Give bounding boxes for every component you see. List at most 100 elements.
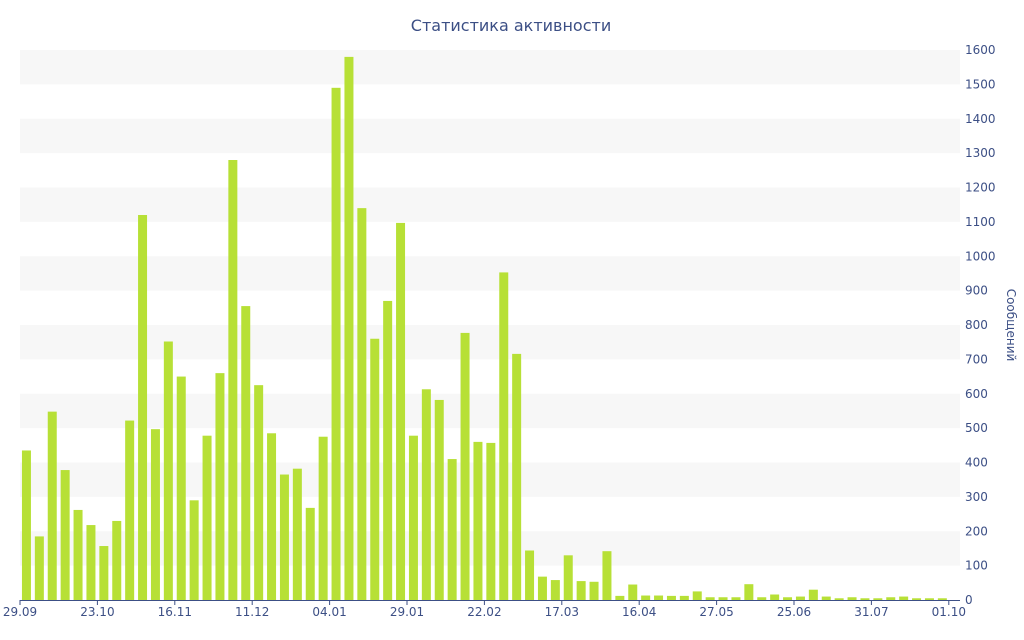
bar[interactable] [202,435,212,600]
y-tick-label: 700 [965,352,988,366]
chart-title: Статистика активности [411,16,611,35]
bar[interactable] [150,429,160,600]
bar[interactable] [331,87,341,600]
bar[interactable] [99,546,109,600]
grid-band [20,325,960,360]
bar[interactable] [563,555,573,600]
bar[interactable] [434,399,444,600]
bar[interactable] [628,584,638,600]
bar[interactable] [770,594,780,601]
bar[interactable] [873,598,883,600]
bar[interactable] [163,341,173,601]
y-tick-label: 300 [965,490,988,504]
bar[interactable] [189,500,199,600]
bar[interactable] [21,450,31,600]
bar[interactable] [744,584,754,600]
bar[interactable] [576,581,586,600]
bar[interactable] [834,598,844,600]
bar[interactable] [447,459,457,600]
bar[interactable] [34,536,44,600]
bar[interactable] [912,598,922,600]
bar[interactable] [821,596,831,600]
bar[interactable] [705,597,715,600]
bar[interactable] [292,468,302,600]
bar[interactable] [357,208,367,601]
bar[interactable] [60,470,70,600]
x-tick-label: 25.06 [777,605,811,619]
bar[interactable] [679,595,689,601]
bar[interactable] [176,376,186,600]
y-tick-label: 1600 [965,43,996,57]
x-tick-label: 29.09 [3,605,37,619]
bar[interactable] [73,509,83,600]
x-tick-label: 16.11 [158,605,192,619]
y-tick-label: 1300 [965,146,996,160]
bar[interactable] [886,597,896,600]
bar[interactable] [783,597,793,600]
grid-band [20,118,960,154]
bar[interactable] [344,56,354,601]
bar[interactable] [615,595,625,601]
bar[interactable] [731,597,741,600]
bar[interactable] [512,353,522,601]
bar[interactable] [228,160,238,600]
y-tick-label: 800 [965,318,988,332]
bar[interactable] [499,272,509,600]
x-tick-label: 04.01 [312,605,346,619]
bar[interactable] [654,595,664,600]
bar[interactable] [924,598,934,600]
bar[interactable] [279,474,289,600]
bar[interactable] [86,525,96,600]
bar[interactable] [692,591,702,600]
x-tick-label: 16.04 [622,605,656,619]
y-tick-label: 1000 [965,249,996,263]
bar[interactable] [847,597,857,600]
bar[interactable] [602,551,612,600]
bar[interactable] [421,389,431,600]
y-tick-label: 1200 [965,181,996,195]
bar[interactable] [241,306,251,600]
bar[interactable] [396,222,406,600]
bar[interactable] [215,373,225,601]
bar[interactable] [537,576,547,601]
bar[interactable] [486,442,496,600]
bar[interactable] [254,385,264,600]
bar[interactable] [899,596,909,600]
bar[interactable] [808,589,818,600]
bar[interactable] [318,436,328,600]
bar[interactable] [937,598,947,600]
y-tick-label: 200 [965,524,988,538]
bar[interactable] [305,507,315,601]
bar[interactable] [383,300,393,600]
bar[interactable] [370,338,380,600]
bar[interactable] [460,332,470,600]
bar[interactable] [641,595,651,600]
y-tick-label: 900 [965,284,988,298]
bar[interactable] [666,595,676,601]
bar[interactable] [267,433,277,600]
bar[interactable] [112,520,122,600]
bar[interactable] [550,580,560,600]
grid-band [20,256,960,291]
x-axis-ticks: 29.09 23.10 16.11 11.12 04.01 29.01 22.02 17.03… [3,600,966,619]
bar-series [21,56,947,601]
bar[interactable] [795,596,805,600]
grid-band [20,50,960,85]
bar[interactable] [757,597,767,600]
bar[interactable] [408,435,418,600]
bar[interactable] [589,581,599,600]
bar[interactable] [47,411,57,601]
bar[interactable] [125,420,135,600]
grid-bands [20,50,960,566]
y-tick-label: 400 [965,456,988,470]
bar[interactable] [525,550,535,601]
bar[interactable] [718,597,728,600]
bar[interactable] [473,441,483,601]
bar[interactable] [860,598,870,600]
bar[interactable] [138,215,148,600]
y-tick-label: 600 [965,387,988,401]
y-axis-title: Сообщений [1004,289,1018,362]
y-tick-label: 1500 [965,77,996,91]
grid-band [20,393,960,429]
